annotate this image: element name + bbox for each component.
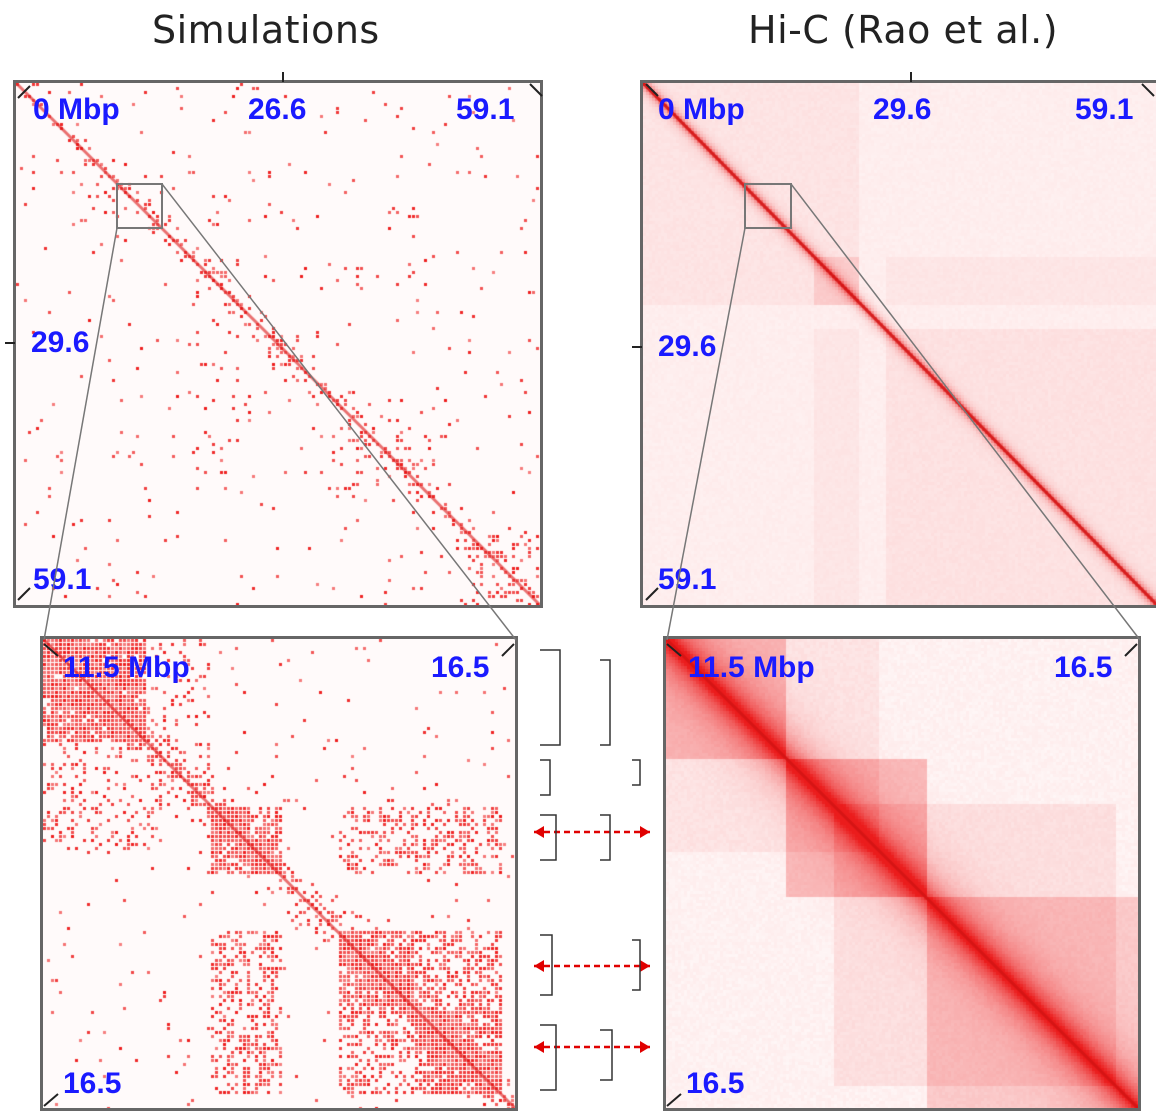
boundary-bracket-9 [540,1024,557,1091]
simulation-zoom-map: 11.5 Mbp 16.5 16.5 [40,636,518,1111]
sim-zoom-bottom-left-label: 16.5 [63,1067,122,1100]
sim-bottom-left-label: 59.1 [33,563,92,596]
hic-zoom-heatmap [666,639,1138,1108]
loop-arrows [534,649,650,1091]
simulation-zoom-heatmap [43,639,515,1108]
sim-top-mid-label: 26.6 [248,93,307,126]
sim-top-right-label: 59.1 [456,93,515,126]
boundary-bracket-5 [540,814,557,861]
simulation-heatmap [16,83,540,605]
loop-arrowhead-right-1 [640,826,650,838]
sim-zoom-origin-label: 11.5 Mbp [63,651,190,684]
hic-zoom-origin-label: 11.5 Mbp [688,651,815,684]
sim-left-mid-label: 29.6 [31,326,90,359]
simulation-contact-map: 0 Mbp 26.6 59.1 29.6 59.1 [13,80,543,608]
hic-zoom-top-right-label: 16.5 [1054,651,1113,684]
loop-arrowhead-left-3 [534,1041,544,1053]
sim-origin-label: 0 Mbp [33,93,120,126]
hic-origin-label: 0 Mbp [658,93,745,126]
boundary-bracket-7 [540,934,553,996]
boundary-bracket-3 [540,759,551,796]
simulations-title: Simulations [152,8,380,52]
hic-contact-map: 0 Mbp 29.6 59.1 29.6 59.1 [640,80,1156,608]
boundary-bracket-4 [632,759,641,786]
hic-heatmap [643,83,1156,605]
loop-arrowhead-left-2 [534,960,544,972]
hic-top-mid-label: 29.6 [873,93,932,126]
boundary-bracket-1 [540,649,561,746]
boundary-bracket-2 [600,659,611,746]
boundary-bracket-8 [632,939,641,991]
boundary-bracket-10 [600,1029,613,1081]
boundary-bracket-6 [600,814,611,861]
hic-left-mid-label: 29.6 [658,330,717,363]
hic-zoom-map: 11.5 Mbp 16.5 16.5 [663,636,1141,1111]
loop-arrowhead-left-1 [534,826,544,838]
sim-zoom-top-right-label: 16.5 [431,651,490,684]
hic-bottom-left-label: 59.1 [658,563,717,596]
hic-top-right-label: 59.1 [1075,93,1134,126]
hic-zoom-bottom-left-label: 16.5 [686,1067,745,1100]
loop-arrowhead-right-2 [640,960,650,972]
hic-title: Hi-C (Rao et al.) [748,8,1059,52]
loop-arrowhead-right-3 [640,1041,650,1053]
